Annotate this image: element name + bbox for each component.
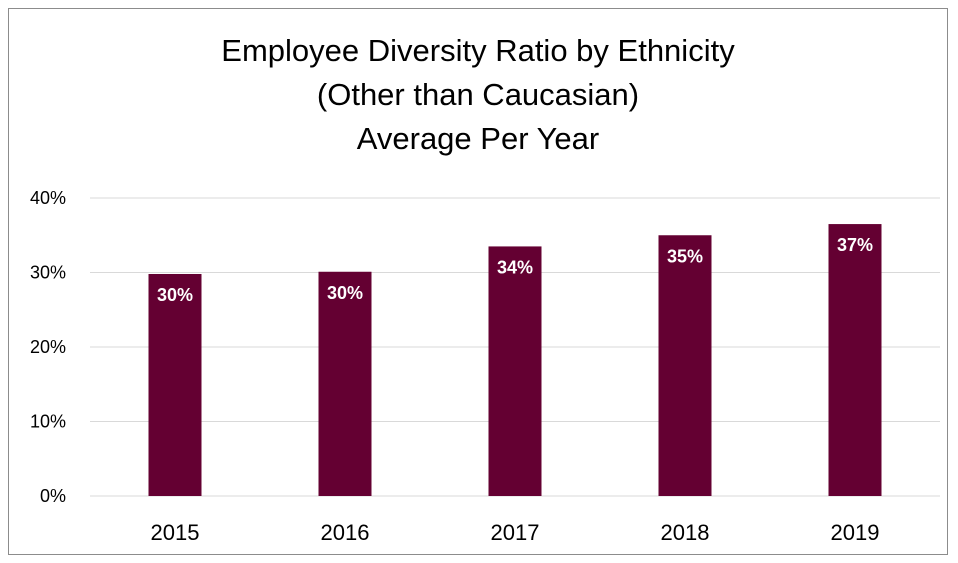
- data-label: 35%: [667, 246, 703, 266]
- x-tick-label: 2017: [491, 520, 540, 545]
- bar: [658, 235, 712, 496]
- x-tick-label: 2016: [321, 520, 370, 545]
- y-tick-label: 30%: [30, 263, 66, 283]
- data-label: 30%: [327, 283, 363, 303]
- chart-title-line-3: Average Per Year: [356, 121, 600, 156]
- chart-title-line-1: Employee Diversity Ratio by Ethnicity: [221, 33, 735, 68]
- data-label: 34%: [497, 257, 533, 277]
- x-tick-label: 2019: [831, 520, 880, 545]
- data-label: 37%: [837, 235, 873, 255]
- x-tick-label: 2018: [661, 520, 710, 545]
- bar: [318, 271, 372, 496]
- y-tick-label: 10%: [30, 412, 66, 432]
- bar: [828, 224, 882, 496]
- data-label: 30%: [157, 285, 193, 305]
- chart-title-line-2: (Other than Caucasian): [316, 77, 640, 112]
- y-tick-label: 20%: [30, 337, 66, 357]
- y-tick-label: 0%: [40, 486, 66, 506]
- x-tick-label: 2015: [151, 520, 200, 545]
- bar: [488, 246, 542, 496]
- y-tick-label: 40%: [30, 188, 66, 208]
- chart-title: Employee Diversity Ratio by Ethnicity (O…: [9, 29, 947, 161]
- bar: [148, 273, 202, 496]
